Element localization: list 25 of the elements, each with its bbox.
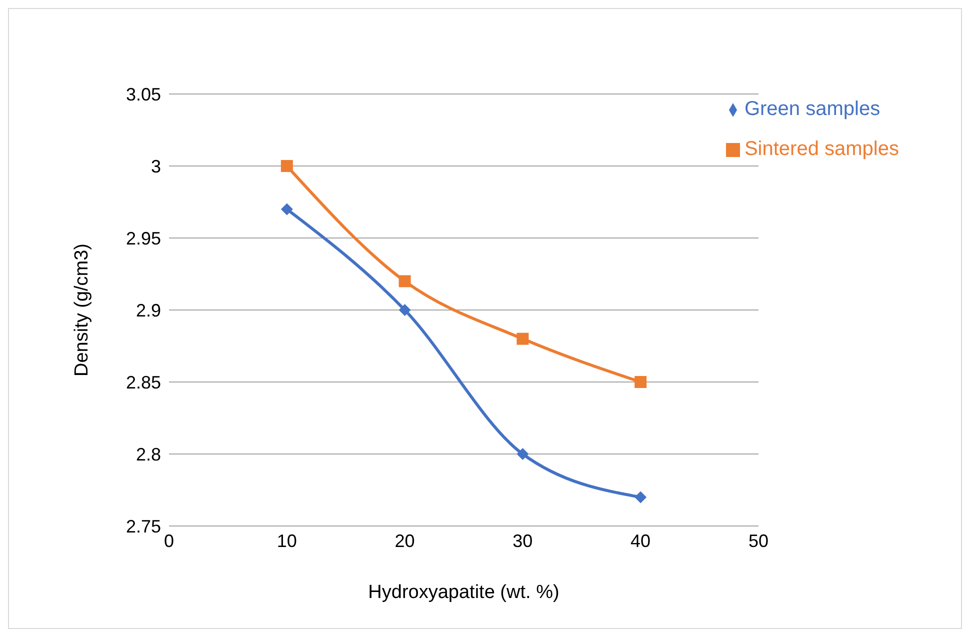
y-tick-label: 2.8 <box>136 444 161 464</box>
y-tick-label: 2.9 <box>136 300 161 320</box>
x-tick-label: 30 <box>512 530 533 551</box>
point <box>634 491 647 504</box>
point <box>634 376 647 388</box>
point <box>398 275 411 288</box>
x-tick-label: 0 <box>164 530 174 551</box>
point <box>280 160 293 172</box>
y-tick-label: 3 <box>150 156 161 176</box>
y-tick-label: 2.95 <box>126 228 161 248</box>
point <box>280 203 293 216</box>
x-tick-label: 20 <box>394 530 415 551</box>
point <box>516 332 529 345</box>
x-tick-label: 10 <box>276 530 297 551</box>
y-tick-label: 2.75 <box>126 516 161 536</box>
y-axis-title: Density (g/cm3) <box>72 243 93 377</box>
x-tick-label: 50 <box>748 530 768 551</box>
point <box>398 304 411 316</box>
legend-label: Sintered samples <box>744 138 899 160</box>
legend-label: Green samples <box>744 98 880 120</box>
point <box>516 448 529 460</box>
y-tick-label: 3.05 <box>126 84 161 104</box>
x-axis-title: Hydroxyapatite (wt. %) <box>368 582 560 603</box>
y-tick-label: 2.85 <box>126 372 161 392</box>
x-tick-label: 40 <box>630 530 651 551</box>
